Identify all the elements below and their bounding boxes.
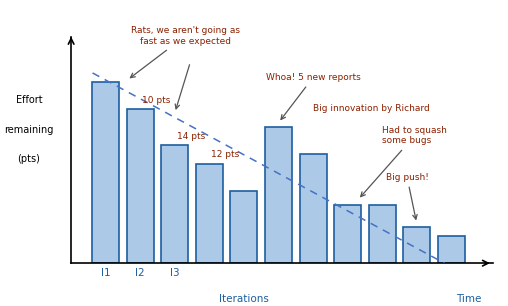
Bar (334, 205, 361, 263)
Bar (265, 127, 292, 263)
Text: (pts): (pts) (17, 154, 41, 164)
Bar (231, 191, 258, 263)
Bar (127, 109, 154, 263)
Text: Effort: Effort (16, 95, 42, 105)
Bar (300, 155, 327, 263)
Text: remaining: remaining (4, 125, 54, 135)
Bar (403, 227, 430, 263)
Bar (438, 236, 465, 263)
Text: 10 pts: 10 pts (142, 96, 170, 105)
Text: Rats, we aren't going as
fast as we expected: Rats, we aren't going as fast as we expe… (131, 26, 240, 78)
Text: Time: Time (456, 294, 481, 304)
Text: Had to squash
some bugs: Had to squash some bugs (361, 126, 447, 197)
Text: Big innovation by Richard: Big innovation by Richard (313, 104, 430, 113)
Text: Iterations: Iterations (219, 294, 269, 304)
Text: 12 pts: 12 pts (211, 150, 239, 159)
Text: Big push!: Big push! (386, 173, 428, 219)
Text: Whoa! 5 new reports: Whoa! 5 new reports (266, 73, 360, 119)
Text: 14 pts: 14 pts (177, 132, 205, 141)
Bar (92, 82, 119, 263)
Bar (162, 145, 188, 263)
Bar (196, 163, 223, 263)
Bar (369, 205, 396, 263)
